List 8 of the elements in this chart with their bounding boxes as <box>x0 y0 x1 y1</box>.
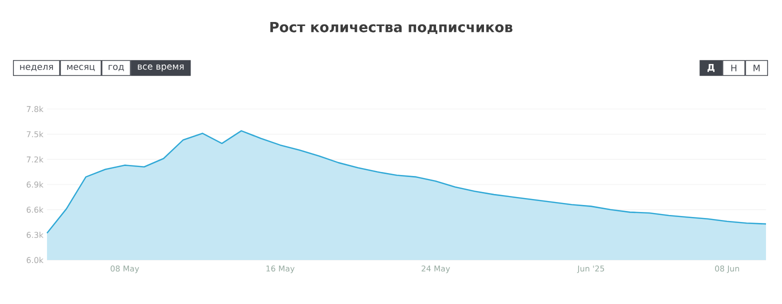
text: все время <box>138 64 184 72</box>
chart-title: Рост количества подписчиков <box>270 22 512 34</box>
text: Н <box>731 64 736 72</box>
text: год <box>108 64 124 72</box>
text: месяц <box>67 64 95 72</box>
text: М <box>754 64 760 72</box>
text: Д <box>708 64 714 72</box>
text: неделя <box>20 64 53 72</box>
